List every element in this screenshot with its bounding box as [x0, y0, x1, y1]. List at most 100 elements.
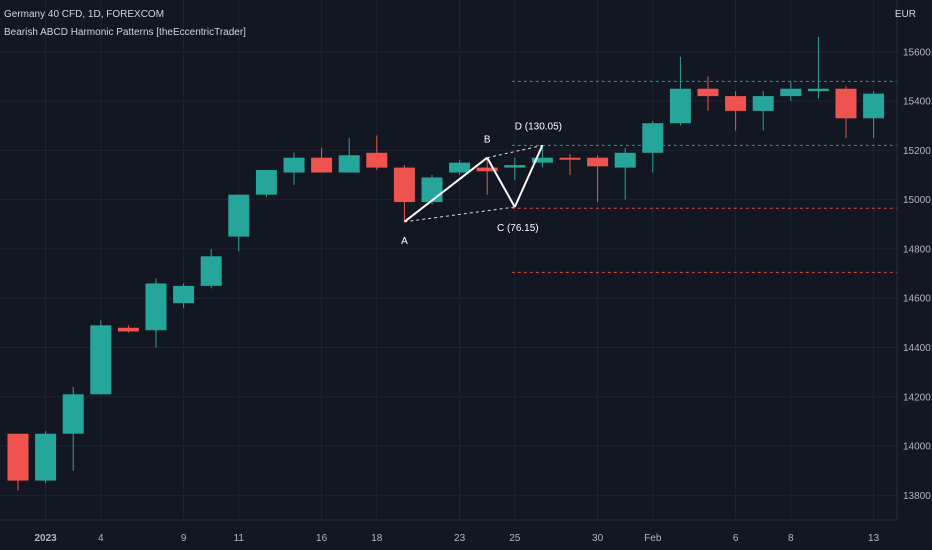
pattern-point-label: A: [401, 236, 408, 247]
candle: [559, 154, 581, 175]
candle: [255, 170, 277, 198]
candle: [173, 283, 195, 309]
candle-body: [311, 157, 333, 173]
candle: [62, 386, 84, 471]
pattern-point-label: B: [484, 135, 491, 146]
candle-body: [338, 155, 360, 173]
candle-body: [476, 167, 498, 172]
candle: [311, 147, 333, 173]
target-levels: [511, 80, 897, 273]
currency-label: EUR: [894, 9, 916, 20]
pattern-point-label: C (76.15): [497, 223, 539, 234]
time-tick-label: 6: [733, 533, 739, 544]
price-tick-label: 15400.0: [903, 97, 932, 108]
candle: [117, 325, 139, 333]
candle-body: [393, 167, 415, 203]
time-tick-label: 8: [788, 533, 794, 544]
candle: [642, 120, 664, 173]
candle-body: [614, 152, 636, 168]
candle-body: [531, 157, 553, 163]
candle: [531, 145, 553, 168]
candle-body: [559, 157, 581, 160]
candle-body: [669, 88, 691, 124]
candle-body: [117, 327, 139, 332]
candle: [587, 155, 609, 203]
candle-body: [807, 88, 829, 92]
candle: [725, 91, 747, 131]
candle-body: [587, 157, 609, 167]
candle-body: [421, 177, 443, 203]
price-tick-label: 14200.0: [903, 392, 932, 403]
candle: [614, 147, 636, 200]
time-tick-label: 13: [868, 533, 880, 544]
price-axis[interactable]: 13800.0 14000.0 14200.0 14400.0 14600.0 14800…: [903, 47, 932, 502]
candle: [35, 431, 57, 484]
candle-body: [173, 285, 195, 304]
pattern-leg: [513, 144, 544, 208]
candle: [863, 91, 885, 139]
candle-body: [283, 157, 305, 173]
candle: [780, 81, 802, 102]
price-tick-label: 15000.0: [903, 195, 932, 206]
candle-body: [752, 96, 774, 111]
price-tick-label: 14000.0: [903, 442, 932, 453]
candle-body: [62, 394, 84, 434]
pattern-leg: [486, 157, 516, 208]
candle: [504, 157, 526, 180]
candle: [7, 433, 29, 491]
time-tick-label: 25: [509, 533, 521, 544]
candle: [145, 278, 167, 348]
candle: [393, 165, 415, 222]
candle: [449, 160, 471, 175]
candle: [366, 135, 388, 171]
candle: [669, 56, 691, 126]
time-tick-label: 16: [316, 533, 328, 544]
symbol-title: Germany 40 CFD, 1D, FOREXCOM: [4, 9, 165, 20]
price-tick-label: 15600.0: [903, 47, 932, 58]
candle: [752, 91, 774, 131]
candle: [283, 152, 305, 185]
price-tick-label: 14600.0: [903, 294, 932, 305]
candle: [338, 138, 360, 173]
candle: [697, 76, 719, 111]
time-tick-label: 23: [454, 533, 466, 544]
candle-body: [145, 283, 167, 331]
candle: [228, 194, 250, 252]
candle-body: [200, 256, 222, 286]
candle: [807, 36, 829, 99]
abcd-pattern: A B C (76.15) D (130.05): [401, 121, 562, 246]
candle-body: [725, 96, 747, 111]
candle-body: [7, 433, 29, 481]
pattern-point-label: D (130.05): [515, 121, 562, 132]
price-tick-label: 14800.0: [903, 244, 932, 255]
candle-body: [90, 325, 112, 395]
candle-body: [863, 93, 885, 119]
indicator-title[interactable]: Bearish ABCD Harmonic Patterns [theEccen…: [4, 27, 246, 38]
time-tick-label: Feb: [644, 533, 662, 544]
candles: [7, 36, 885, 491]
time-tick-label: 2023: [34, 533, 57, 544]
price-tick-label: 14400.0: [903, 343, 932, 354]
candle: [200, 248, 222, 289]
candle-body: [255, 170, 277, 195]
time-axis[interactable]: 2023 4 9 11 16 18 23 25 30 Feb 6 8 13: [34, 533, 879, 544]
candle-body: [504, 165, 526, 168]
candle: [835, 86, 857, 139]
time-tick-label: 11: [234, 533, 245, 544]
candle-body: [835, 88, 857, 119]
candle-body: [366, 152, 388, 168]
candle-body: [228, 194, 250, 237]
time-tick-label: 30: [592, 533, 604, 544]
candle-body: [35, 433, 57, 481]
candle-body: [697, 88, 719, 97]
candle-body: [449, 162, 471, 173]
price-tick-label: 13800.0: [903, 491, 932, 502]
candle-body: [642, 123, 664, 153]
time-tick-label: 18: [371, 533, 383, 544]
pattern-leg: [403, 156, 488, 223]
pattern-dashed-ac: [404, 206, 515, 223]
grid-lines: [0, 0, 897, 520]
candle-body: [780, 88, 802, 97]
